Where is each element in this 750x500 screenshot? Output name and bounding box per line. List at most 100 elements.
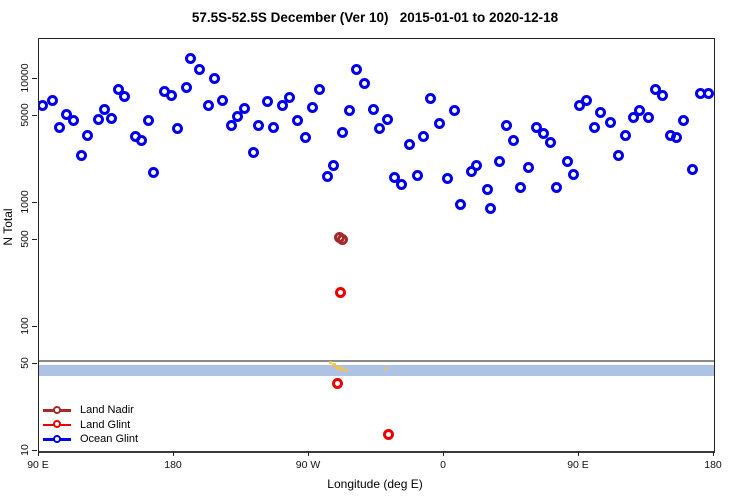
reference-line	[39, 360, 714, 363]
legend-label-ocean-glint: Ocean Glint	[80, 433, 139, 446]
ocean-glint-point	[657, 90, 669, 102]
x-tick	[443, 451, 444, 456]
y-tick	[32, 450, 37, 451]
y-tick-label: 5000	[19, 103, 31, 127]
ocean-glint-legend-icon	[53, 434, 61, 443]
ocean-glint-point	[507, 134, 519, 146]
ocean-glint-point	[194, 63, 206, 75]
ocean-glint-point	[412, 170, 424, 182]
legend-marker-land-glint	[43, 419, 71, 430]
chart-title: 57.5S-52.5S December (Ver 10) 2015-01-01…	[191, 10, 559, 25]
ocean-glint-point	[327, 160, 339, 172]
ocean-glint-point	[373, 122, 385, 134]
ocean-glint-point	[147, 167, 159, 179]
flag-mark	[335, 365, 340, 370]
x-tick-label: 90 E	[27, 459, 49, 471]
land-glint-point	[331, 378, 343, 390]
ocean-glint-point	[284, 91, 296, 103]
x-tick-label: 90 W	[295, 459, 321, 471]
ocean-glint-point	[217, 95, 229, 107]
ocean-glint-point	[671, 131, 683, 143]
x-tick	[308, 451, 309, 456]
legend-label-land-glint: Land Glint	[80, 418, 131, 431]
legend-item-land-nadir: Land Nadir	[43, 403, 138, 418]
ocean-glint-point	[485, 202, 497, 214]
ocean-glint-point	[142, 114, 154, 126]
ocean-glint-point	[60, 108, 72, 120]
legend-marker-ocean-glint	[43, 434, 71, 445]
ocean-glint-point	[588, 121, 600, 133]
ocean-glint-point	[404, 138, 416, 150]
ocean-glint-point	[573, 100, 585, 112]
reference-band	[39, 365, 714, 377]
x-tick-label: 0	[440, 459, 446, 471]
ocean-glint-point	[68, 114, 80, 126]
ocean-glint-point	[39, 100, 48, 112]
ocean-glint-point	[336, 127, 348, 139]
x-tick	[173, 451, 174, 456]
ocean-glint-point	[321, 170, 333, 182]
ocean-glint-point	[343, 104, 355, 116]
ocean-glint-point	[396, 178, 408, 190]
y-tick-label: 50	[19, 357, 31, 370]
ocean-glint-point	[687, 163, 699, 175]
ocean-glint-point	[46, 95, 58, 107]
ocean-glint-point	[454, 198, 466, 210]
ocean-glint-point	[82, 130, 94, 142]
ocean-glint-point	[594, 107, 606, 119]
flag-mark	[332, 363, 337, 368]
ocean-glint-point	[544, 136, 556, 148]
ocean-glint-point	[202, 100, 214, 112]
ocean-glint-point	[515, 182, 527, 194]
ocean-glint-point	[561, 155, 573, 167]
ocean-glint-point	[471, 160, 483, 172]
y-tick-label: 1000	[19, 190, 31, 214]
ocean-glint-point	[231, 110, 243, 122]
y-tick	[32, 202, 37, 203]
ocean-glint-point	[581, 95, 593, 107]
x-tick-label: 180	[164, 459, 182, 471]
ocean-glint-point	[367, 103, 379, 115]
flag-mark	[328, 360, 332, 364]
ocean-glint-point	[98, 103, 110, 115]
land-glint-point	[335, 286, 347, 298]
ocean-glint-point	[551, 182, 563, 194]
legend-marker-land-nadir	[43, 405, 71, 416]
y-tick	[32, 115, 37, 117]
ocean-glint-point	[382, 113, 394, 125]
flag-mark	[384, 367, 388, 371]
land-glint-point	[382, 429, 394, 441]
ocean-glint-point	[225, 120, 237, 132]
ocean-glint-point	[633, 105, 645, 117]
legend: Land Nadir Land Glint Ocean Glint	[43, 403, 138, 447]
ocean-glint-point	[702, 88, 714, 100]
ocean-glint-point	[208, 72, 220, 84]
ocean-glint-point	[54, 121, 66, 133]
y-tick-label: 10	[19, 444, 31, 456]
flag-mark	[344, 368, 348, 372]
ocean-glint-point	[359, 77, 371, 89]
y-axis-label: N Total	[1, 208, 15, 246]
legend-item-ocean-glint: Ocean Glint	[43, 432, 138, 447]
y-tick	[32, 78, 37, 79]
ocean-glint-point	[248, 147, 260, 159]
ocean-glint-point	[425, 93, 437, 105]
y-tick-label: 10000	[19, 63, 31, 93]
y-tick	[32, 239, 37, 241]
land-nadir-point	[336, 234, 348, 246]
legend-item-land-glint: Land Glint	[43, 418, 138, 433]
ocean-glint-point	[493, 156, 505, 168]
ocean-glint-point	[481, 184, 493, 196]
ocean-glint-point	[172, 122, 184, 134]
ocean-glint-point	[567, 168, 579, 180]
ocean-glint-point	[605, 117, 617, 129]
ocean-glint-point	[180, 82, 192, 94]
land-nadir-legend-icon	[53, 405, 61, 414]
ocean-glint-point	[119, 91, 131, 103]
x-tick-label: 90 E	[567, 459, 589, 471]
ocean-glint-point	[165, 89, 177, 101]
ocean-glint-point	[276, 100, 288, 112]
y-tick-label: 100	[19, 317, 31, 335]
ocean-glint-point	[291, 115, 303, 127]
flag-mark	[340, 366, 344, 371]
